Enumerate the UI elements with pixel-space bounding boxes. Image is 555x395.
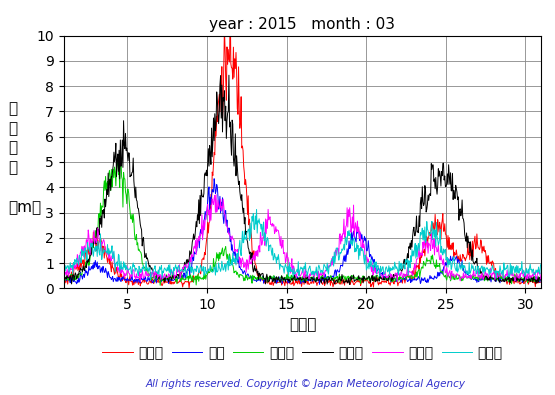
上ノ国	[538, 280, 544, 285]
上ノ国	[284, 279, 290, 284]
上ノ国	[62, 280, 69, 285]
Line: 唐桑: 唐桑	[64, 179, 541, 284]
唐桑	[127, 278, 134, 283]
上ノ国	[60, 280, 67, 285]
石廂崎	[538, 276, 544, 280]
石廂崎	[60, 277, 67, 282]
生月島	[265, 217, 272, 222]
唐桑	[60, 277, 67, 282]
上ノ国	[404, 272, 411, 277]
経ヶ岖	[416, 213, 422, 218]
生月島	[284, 250, 290, 255]
石廂崎	[265, 278, 272, 282]
上ノ国	[416, 267, 422, 272]
屋久島	[538, 261, 544, 266]
生月島	[404, 265, 411, 270]
経ヶ岖	[282, 277, 289, 282]
Line: 石廂崎: 石廂崎	[64, 155, 541, 285]
屋久島	[253, 207, 260, 212]
屋久島	[62, 263, 69, 268]
生月島	[538, 277, 544, 282]
生月島	[137, 279, 144, 284]
上ノ国	[265, 278, 272, 283]
石廂崎	[157, 283, 164, 288]
経ヶ岖	[127, 173, 134, 177]
Legend: 上ノ国, 唐桑, 石廂崎, 経ヶ岖, 生月島, 屋久島: 上ノ国, 唐桑, 石廂崎, 経ヶ岖, 生月島, 屋久島	[102, 346, 503, 360]
経ヶ岖	[538, 278, 544, 283]
唐桑	[316, 282, 323, 287]
唐桑	[404, 279, 411, 284]
石廂崎	[404, 274, 411, 279]
Text: 有
義
波
高

（m）: 有 義 波 高 （m）	[8, 101, 42, 215]
生月島	[60, 276, 67, 281]
Title: year : 2015   month : 03: year : 2015 month : 03	[209, 17, 396, 32]
経ヶ岖	[404, 251, 411, 256]
上ノ国	[186, 286, 193, 290]
生月島	[62, 270, 69, 275]
上ノ国	[127, 279, 134, 284]
石廂崎	[284, 272, 290, 277]
唐桑	[62, 276, 69, 280]
上ノ国	[227, 0, 234, 2]
経ヶ岖	[60, 277, 67, 282]
屋久島	[404, 257, 411, 261]
経ヶ岖	[346, 282, 353, 287]
屋久島	[416, 248, 422, 253]
Line: 屋久島: 屋久島	[64, 209, 541, 279]
Text: All rights reserved. Copyright © Japan Meteorological Agency: All rights reserved. Copyright © Japan M…	[145, 379, 465, 389]
唐桑	[282, 276, 289, 280]
Line: 生月島: 生月島	[64, 195, 541, 282]
経ヶ岖	[265, 279, 271, 284]
生月島	[127, 275, 134, 280]
石廂崎	[117, 152, 124, 157]
生月島	[213, 192, 219, 197]
屋久島	[284, 265, 290, 270]
屋久島	[265, 248, 272, 253]
唐桑	[265, 277, 271, 282]
Line: 上ノ国: 上ノ国	[64, 0, 541, 288]
石廂崎	[416, 267, 422, 272]
石廂崎	[128, 216, 135, 221]
経ヶ岖	[62, 275, 69, 280]
唐桑	[211, 176, 218, 181]
経ヶ岖	[225, 73, 232, 77]
唐桑	[416, 275, 422, 280]
生月島	[416, 245, 422, 250]
屋久島	[60, 261, 67, 266]
X-axis label: （日）: （日）	[289, 318, 316, 333]
石廂崎	[62, 278, 69, 282]
屋久島	[147, 277, 154, 282]
屋久島	[127, 264, 134, 269]
Line: 経ヶ岖: 経ヶ岖	[64, 75, 541, 284]
唐桑	[538, 275, 544, 279]
